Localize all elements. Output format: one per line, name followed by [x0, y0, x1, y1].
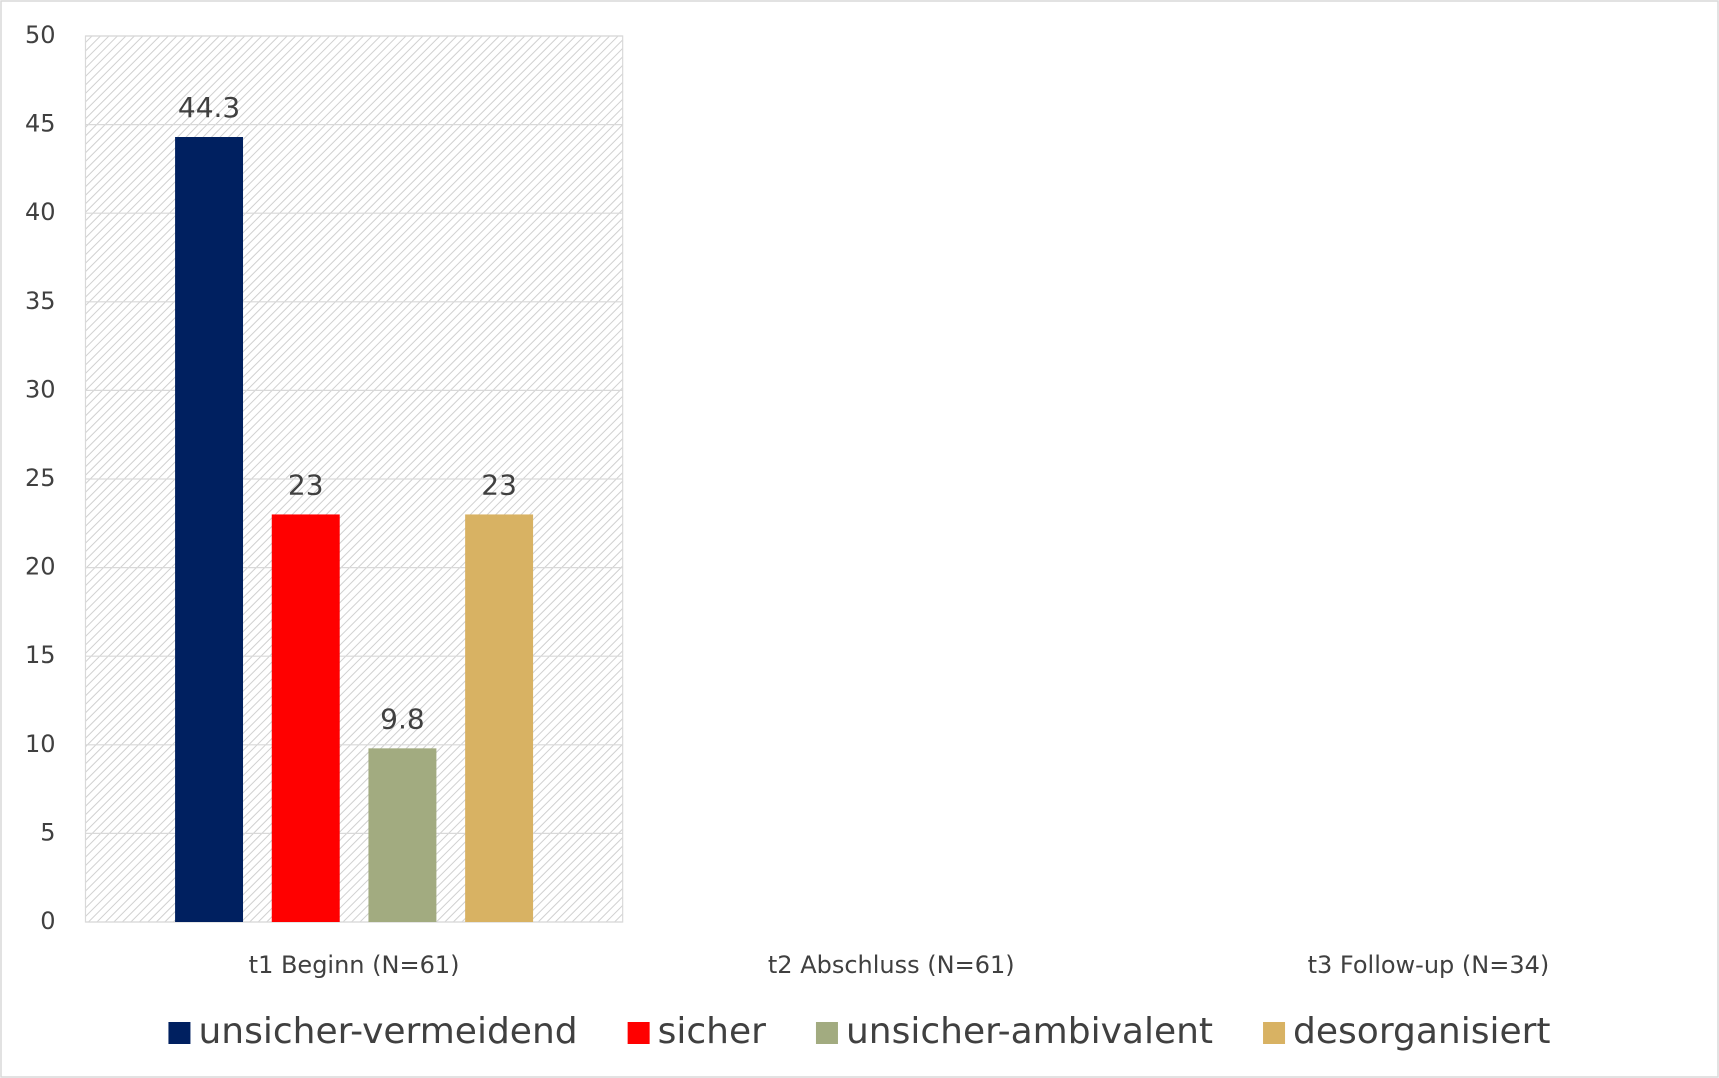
y-tick-label: 0	[40, 907, 55, 935]
y-tick-label: 30	[25, 375, 56, 403]
x-tick-label: t3 Follow-up (N=34)	[1308, 951, 1550, 979]
legend-label: sicher	[658, 1011, 767, 1052]
y-tick-label: 20	[25, 553, 56, 581]
legend-swatch	[627, 1022, 650, 1044]
value-label: 9.8	[380, 702, 425, 735]
legend-swatch	[1263, 1022, 1286, 1044]
x-tick-label: t1 Beginn (N=61)	[249, 951, 460, 979]
value-label: 23	[288, 468, 324, 501]
legend-swatch	[815, 1022, 838, 1044]
bar	[368, 748, 437, 922]
y-tick-label: 25	[25, 464, 56, 492]
value-label: 23	[481, 468, 517, 501]
y-tick-label: 40	[25, 198, 56, 226]
value-label: 44.3	[178, 91, 240, 124]
bar	[271, 514, 340, 922]
y-tick-label: 15	[25, 641, 56, 669]
x-tick-label: t2 Abschluss (N=61)	[768, 951, 1015, 979]
y-tick-label: 35	[25, 287, 56, 315]
y-tick-label: 50	[25, 21, 56, 49]
legend-label: desorganisiert	[1293, 1011, 1551, 1052]
legend-label: unsicher-ambivalent	[846, 1011, 1213, 1052]
legend-label: unsicher-vermeidend	[198, 1011, 577, 1052]
y-tick-label: 10	[25, 730, 56, 758]
legend-swatch	[168, 1022, 191, 1044]
bar	[175, 137, 244, 922]
y-tick-label: 5	[40, 818, 55, 846]
y-tick-label: 45	[25, 110, 56, 138]
bar	[465, 514, 534, 922]
